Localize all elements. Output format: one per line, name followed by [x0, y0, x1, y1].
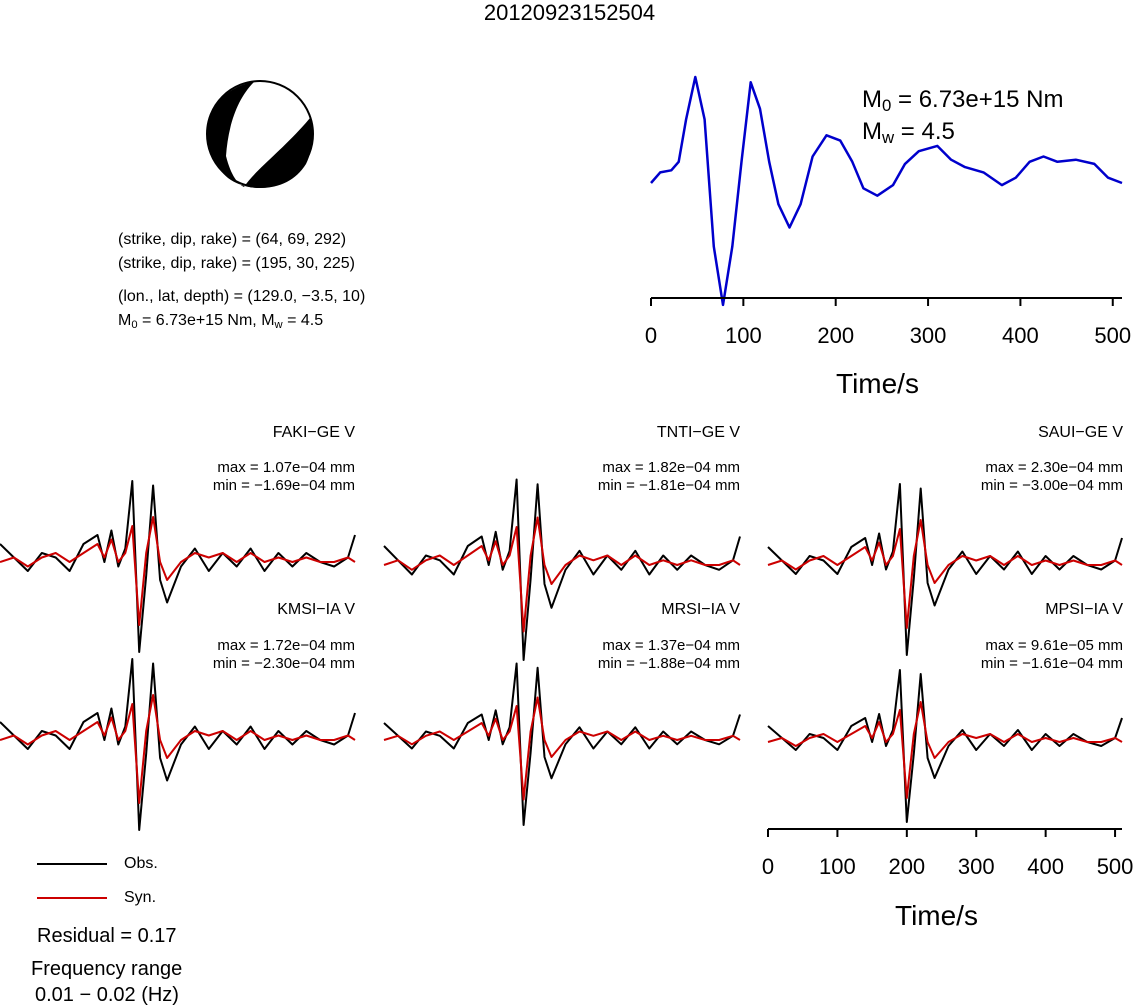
station-min: min = −1.69e−04 mm	[212, 477, 355, 494]
tick-label: 100	[725, 323, 762, 348]
waveform-xlabel: Time/s	[895, 900, 978, 931]
legend-obs-label: Obs.	[124, 855, 158, 872]
waveform-panel	[767, 483, 1123, 656]
waveform-panel	[0, 658, 356, 831]
synthetic-trace	[0, 516, 356, 626]
station-max: max = 1.07e−04 mm	[217, 459, 355, 476]
station-label: FAKI−GE V	[272, 424, 355, 441]
waveform-panel	[383, 662, 741, 826]
tick-label: 400	[1027, 854, 1064, 879]
station-max: max = 1.37e−04 mm	[602, 637, 740, 654]
waveform-panel	[0, 480, 356, 653]
residual-label: Residual = 0.17	[37, 925, 177, 947]
stf-xlabel: Time/s	[836, 368, 919, 399]
stf-mw-label: Mw = 4.5	[862, 118, 955, 148]
tick-label: 300	[958, 854, 995, 879]
source-time-function-plot	[650, 75, 1123, 307]
stf-moment-label: M0 = 6.73e+15 Nm	[862, 86, 1064, 116]
station-label: TNTI−GE V	[656, 424, 740, 441]
observed-trace	[767, 483, 1123, 656]
chart-title: 20120923152504	[483, 0, 656, 25]
nodal-plane-2: (strike, dip, rake) = (195, 30, 225)	[118, 255, 355, 272]
stf-time-axis: 0 100 200 300 400 500	[645, 297, 1131, 348]
station-max: max = 2.30e−04 mm	[985, 459, 1123, 476]
tick-label: 0	[645, 323, 657, 348]
synthetic-trace	[0, 694, 356, 804]
tick-label: 0	[762, 854, 774, 879]
station-label: MRSI−IA V	[661, 601, 740, 618]
synthetic-trace	[767, 519, 1123, 629]
legend-syn-label: Syn.	[124, 889, 157, 906]
moment-magnitude-text: M0 = 6.73e+15 Nm, Mw = 4.5	[118, 312, 324, 331]
tick-label: 200	[817, 323, 854, 348]
focal-mechanism-beachball	[206, 80, 314, 188]
station-label: MPSI−IA V	[1045, 601, 1123, 618]
tick-label: 100	[819, 854, 856, 879]
synthetic-trace	[767, 701, 1123, 799]
station-min: min = −1.81e−04 mm	[597, 477, 740, 494]
frequency-range-label: Frequency range	[31, 958, 183, 980]
station-min: min = −1.61e−04 mm	[980, 655, 1123, 672]
station-label: SAUI−GE V	[1038, 424, 1123, 441]
synthetic-trace	[383, 696, 741, 801]
tick-label: 500	[1097, 854, 1134, 879]
tick-label: 400	[1002, 323, 1039, 348]
station-min: min = −2.30e−04 mm	[212, 655, 355, 672]
station-min: min = −1.88e−04 mm	[597, 655, 740, 672]
tick-label: 300	[910, 323, 947, 348]
station-max: max = 9.61e−05 mm	[985, 637, 1123, 654]
observed-trace	[0, 658, 356, 831]
waveform-panels	[0, 478, 1123, 831]
station-label: KMSI−IA V	[277, 601, 355, 618]
waveform-panel	[383, 478, 741, 661]
waveform-panel	[767, 669, 1123, 823]
location-depth: (lon., lat, depth) = (129.0, −3.5, 10)	[118, 288, 366, 305]
stf-curve	[650, 75, 1123, 307]
station-max: max = 1.72e−04 mm	[217, 637, 355, 654]
nodal-plane-1: (strike, dip, rake) = (64, 69, 292)	[118, 231, 347, 248]
frequency-range-value: 0.01 − 0.02 (Hz)	[35, 984, 179, 1006]
observed-trace	[0, 480, 356, 653]
waveform-time-axis: 0 100 200 300 400 500	[762, 828, 1134, 879]
observed-trace	[383, 478, 741, 661]
tick-label: 500	[1094, 323, 1131, 348]
station-max: max = 1.82e−04 mm	[602, 459, 740, 476]
observed-trace	[767, 669, 1123, 823]
synthetic-trace	[383, 516, 741, 633]
observed-trace	[383, 662, 741, 826]
station-min: min = −3.00e−04 mm	[980, 477, 1123, 494]
tick-label: 200	[888, 854, 925, 879]
